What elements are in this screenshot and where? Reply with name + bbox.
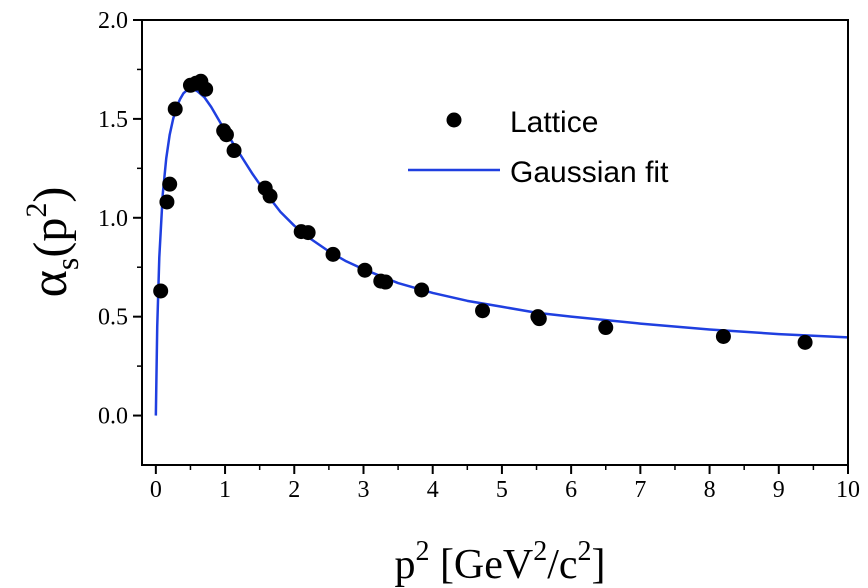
x-tick-label: 2 bbox=[288, 477, 300, 503]
legend-fit-label: Gaussian fit bbox=[510, 156, 669, 189]
y-tick-label: 1.5 bbox=[98, 107, 128, 133]
lattice-point bbox=[198, 81, 214, 97]
x-tick-label: 10 bbox=[836, 477, 860, 503]
legend-lattice-marker bbox=[446, 112, 462, 128]
y-tick-label: 1.0 bbox=[98, 206, 128, 232]
axes: 0 1 2 3 4 5 6 7 8 9 10 0.0 0.5 1.0 1.5 2.0 bbox=[98, 8, 860, 503]
lattice-point bbox=[715, 328, 731, 344]
gaussian-fit-line bbox=[154, 87, 849, 416]
lattice-point bbox=[167, 101, 183, 117]
lattice-point bbox=[378, 274, 394, 290]
y-tick-label: 0.5 bbox=[98, 305, 128, 331]
lattice-point bbox=[357, 262, 373, 278]
x-tick-label: 6 bbox=[565, 477, 577, 503]
x-tick-label: 5 bbox=[496, 477, 508, 503]
legend-lattice-label: Lattice bbox=[510, 106, 598, 139]
lattice-point bbox=[218, 127, 234, 143]
x-tick-label: 9 bbox=[773, 477, 785, 503]
lattice-point bbox=[262, 188, 278, 204]
lattice-point bbox=[414, 282, 430, 298]
lattice-point bbox=[797, 334, 813, 350]
lattice-point bbox=[325, 246, 341, 262]
x-tick-label: 3 bbox=[357, 477, 369, 503]
lattice-point bbox=[159, 194, 175, 210]
x-tick-label: 4 bbox=[427, 477, 439, 503]
lattice-point bbox=[226, 143, 242, 159]
x-tick-label: 0 bbox=[150, 477, 162, 503]
y-tick-label: 2.0 bbox=[98, 8, 128, 34]
lattice-point bbox=[531, 311, 547, 327]
x-tick-label: 1 bbox=[219, 477, 231, 503]
lattice-point bbox=[475, 303, 491, 319]
lattice-point bbox=[162, 176, 178, 192]
y-axis-title: αs(p2) bbox=[20, 187, 85, 298]
y-tick-label: 0.0 bbox=[98, 404, 128, 430]
plot-frame bbox=[141, 19, 849, 466]
lattice-point bbox=[153, 283, 169, 299]
plot-layer bbox=[153, 73, 849, 416]
lattice-point bbox=[598, 320, 614, 336]
x-tick-label: 7 bbox=[634, 477, 646, 503]
legend: Lattice Gaussian fit bbox=[408, 106, 669, 189]
x-tick-label: 8 bbox=[704, 477, 716, 503]
x-axis-title: p2 [GeV2/c2] bbox=[394, 536, 605, 588]
lattice-point bbox=[300, 225, 316, 241]
